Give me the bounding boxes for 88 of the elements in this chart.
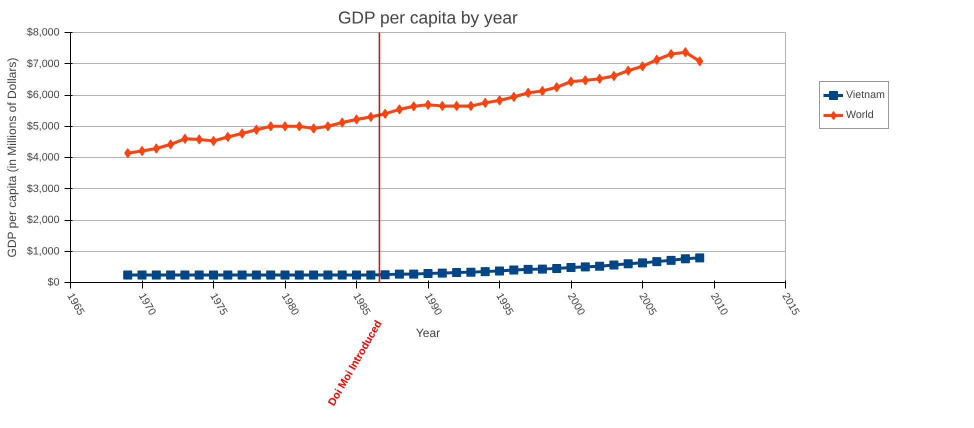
point: [668, 49, 675, 60]
point: [596, 74, 604, 84]
point: [310, 123, 318, 134]
point: [296, 121, 303, 132]
point: [452, 268, 462, 277]
point: [123, 270, 132, 280]
y-tick-label: $1,000: [26, 245, 60, 258]
point: [696, 56, 704, 66]
point: [552, 264, 562, 273]
point: [410, 101, 418, 112]
legend-label: Vietnam: [846, 89, 885, 101]
point: [510, 92, 518, 102]
legend-label: World: [846, 109, 874, 121]
point: [695, 253, 704, 262]
point: [352, 270, 361, 280]
point: [467, 100, 474, 111]
point: [323, 270, 332, 280]
point: [138, 270, 146, 280]
chart-title: GDP per capita by year: [338, 8, 518, 28]
point: [252, 270, 261, 280]
point: [194, 270, 204, 280]
point: [152, 143, 160, 154]
point: [238, 270, 247, 280]
point: [338, 118, 346, 128]
point: [538, 86, 546, 96]
point: [181, 134, 188, 144]
point: [338, 270, 347, 280]
point: [409, 270, 418, 279]
y-tick-label: $0: [48, 276, 60, 288]
point: [609, 260, 618, 270]
point: [652, 257, 662, 266]
x-axis-title: Year: [416, 326, 440, 340]
point: [280, 270, 290, 280]
point: [610, 70, 618, 81]
point: [267, 121, 274, 132]
point: [624, 66, 632, 76]
point: [424, 268, 432, 278]
point: [466, 268, 476, 277]
point: [553, 82, 560, 92]
point: [438, 100, 446, 111]
point: [366, 270, 376, 280]
point: [167, 139, 174, 150]
point: [224, 132, 232, 142]
point: [482, 98, 489, 108]
point: [524, 264, 533, 274]
y-tick-label: $5,000: [26, 120, 60, 132]
y-tick-label: $2,000: [26, 214, 60, 226]
point: [509, 266, 518, 274]
point: [238, 128, 246, 138]
point: [294, 270, 304, 280]
point: [394, 270, 404, 279]
point: [653, 54, 660, 65]
point: [396, 104, 403, 114]
point: [180, 270, 190, 280]
point: [680, 254, 690, 264]
point: [223, 270, 232, 280]
point: [124, 148, 132, 158]
y-tick-label: $4,000: [26, 152, 60, 164]
y-tick-label: $8,000: [26, 26, 60, 38]
point: [480, 267, 490, 276]
y-axis-title: GDP per capita (in Millions of Dollars): [4, 58, 19, 258]
point: [538, 264, 547, 274]
point: [453, 100, 460, 111]
point: [382, 108, 389, 119]
point: [495, 266, 504, 276]
y-tick-label: $3,000: [26, 182, 60, 195]
point: [580, 262, 590, 272]
point: [252, 124, 260, 135]
point: [682, 47, 689, 58]
point: [595, 262, 604, 271]
point: [566, 263, 576, 272]
point: [624, 259, 633, 268]
y-tick-label: $7,000: [26, 58, 60, 70]
y-tick-label: $6,000: [26, 89, 60, 101]
point: [266, 270, 276, 280]
point: [438, 268, 447, 278]
point: [524, 88, 532, 98]
point: [152, 270, 161, 280]
point: [582, 75, 589, 86]
point: [196, 134, 203, 144]
point: [209, 270, 218, 280]
point: [324, 121, 332, 132]
point: [638, 258, 647, 268]
point: [380, 270, 390, 280]
point: [666, 256, 676, 265]
point: [367, 112, 374, 122]
point: [309, 270, 318, 280]
point: [166, 270, 176, 280]
